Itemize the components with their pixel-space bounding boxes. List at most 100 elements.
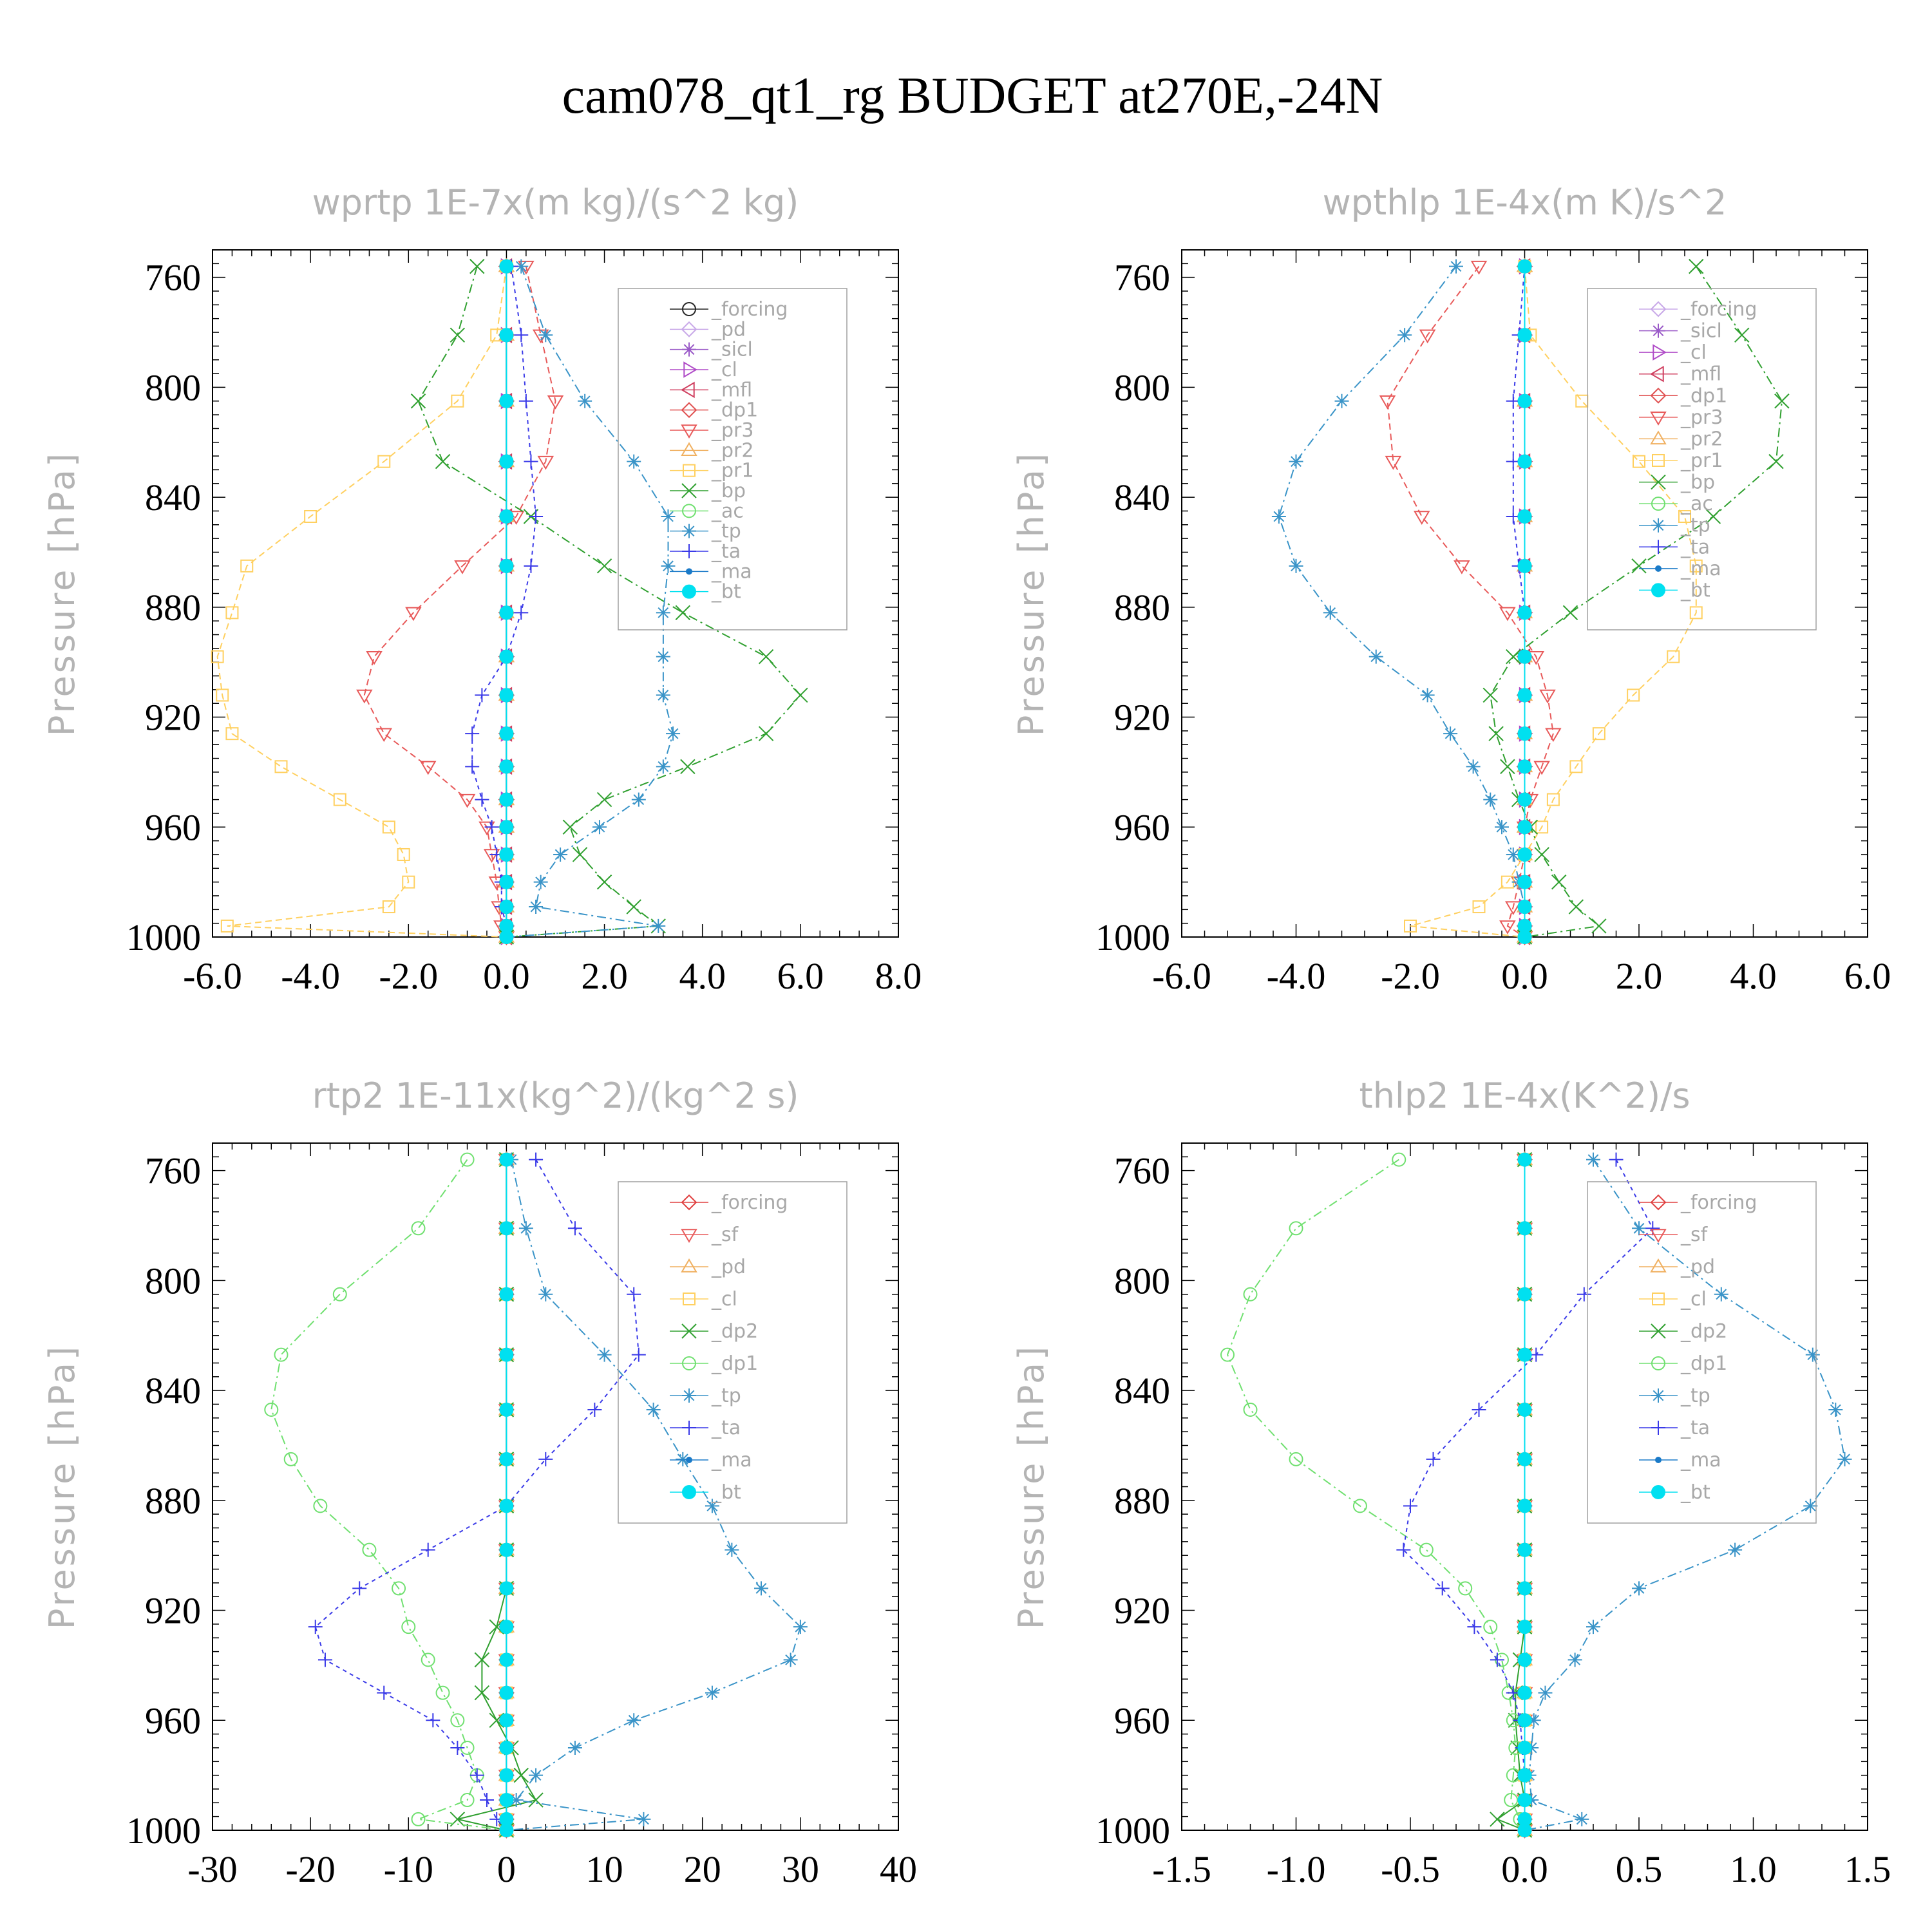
legend-entry: _ma — [1639, 558, 1721, 580]
legend-label: _bt — [711, 1481, 741, 1504]
legend-label: _bp — [1680, 471, 1715, 494]
legend-label: _sicl — [711, 339, 753, 361]
minor-ticks — [1181, 249, 1868, 938]
data-point — [627, 1287, 641, 1302]
data-point — [646, 1403, 661, 1417]
legend-swatch-marker — [681, 1258, 697, 1273]
data-point — [1517, 1620, 1532, 1634]
legend-entry: _forcing — [1639, 298, 1757, 321]
legend-entry: _dp1 — [670, 399, 758, 422]
legend-swatch-marker — [1651, 474, 1666, 490]
series-ta — [1506, 259, 1532, 944]
data-point — [474, 1652, 490, 1668]
data-point — [1551, 874, 1567, 890]
data-point — [465, 759, 480, 774]
legend-swatch-marker — [1652, 454, 1665, 467]
data-point — [597, 1347, 612, 1362]
data-point — [366, 650, 383, 665]
data-point — [460, 1152, 475, 1167]
y-tick-label: 1000 — [126, 1810, 201, 1852]
data-point — [465, 726, 480, 741]
data-point — [478, 821, 495, 836]
data-point — [1426, 1452, 1441, 1466]
legend-label: _tp — [1680, 1385, 1710, 1407]
legend-label: _ta — [1680, 536, 1710, 558]
data-point — [680, 759, 696, 775]
data-point — [1482, 687, 1498, 703]
data-point — [1505, 901, 1522, 916]
series-dp1 — [264, 1152, 514, 1837]
data-point — [375, 728, 392, 743]
legend-swatch-marker — [682, 544, 696, 558]
data-point — [553, 847, 568, 862]
data-point — [1483, 1620, 1498, 1634]
legend-swatch-marker — [1650, 387, 1667, 404]
data-point — [596, 558, 612, 574]
data-point — [499, 1542, 514, 1557]
legend-swatch-marker — [681, 1229, 697, 1243]
data-point — [332, 1287, 347, 1302]
data-point — [469, 258, 485, 274]
x-tick-label: 10 — [586, 1848, 623, 1890]
x-tick-label: 4.0 — [1730, 955, 1777, 997]
x-tick-label: 0.0 — [1501, 955, 1548, 997]
data-point — [1517, 1823, 1532, 1837]
legend-entry: _ma — [1639, 1449, 1721, 1472]
data-point — [758, 726, 774, 741]
data-point — [499, 930, 514, 944]
data-point — [1714, 1287, 1728, 1302]
series-line — [1278, 266, 1526, 937]
data-point — [529, 509, 544, 524]
data-point — [499, 847, 514, 862]
legend-box — [618, 1181, 848, 1524]
legend-label: _dp1 — [711, 1352, 758, 1375]
data-point — [499, 759, 514, 774]
data-point — [1517, 259, 1532, 274]
series-tp — [1271, 259, 1532, 944]
y-tick-label: 880 — [1114, 1480, 1170, 1522]
y-tick-label: 840 — [1114, 1370, 1170, 1412]
series-mfl — [1516, 258, 1531, 945]
legend-swatch-marker — [1651, 1356, 1665, 1370]
data-point — [1517, 875, 1532, 889]
data-point — [1538, 1685, 1553, 1700]
x-tick-label: -0.5 — [1381, 1848, 1440, 1890]
data-point — [240, 559, 254, 573]
data-point — [1517, 649, 1532, 664]
data-point — [524, 558, 538, 573]
data-point — [362, 1542, 377, 1557]
data-point — [499, 1347, 514, 1362]
x-tick-label: 0.5 — [1616, 1848, 1663, 1890]
series-bp — [410, 258, 808, 945]
data-point — [474, 1685, 490, 1701]
data-point — [435, 1685, 450, 1700]
data-point — [529, 900, 544, 914]
series-line — [417, 266, 802, 938]
data-point — [537, 455, 554, 470]
y-tick-label: 1000 — [1095, 1810, 1170, 1852]
data-point — [1466, 759, 1481, 774]
data-point — [499, 1499, 514, 1513]
legend-swatch-marker — [682, 584, 696, 599]
data-point — [1569, 760, 1583, 773]
legend-swatch-marker — [682, 1485, 696, 1499]
series-line — [216, 266, 507, 938]
legend-entry: _ta — [1639, 1417, 1710, 1439]
data-point — [499, 1685, 514, 1700]
legend-swatch-marker — [683, 1293, 696, 1305]
series-line — [1387, 266, 1554, 938]
series-ta — [308, 1152, 646, 1837]
legend-label: _sicl — [1680, 320, 1722, 343]
panel-1: wprtp 1E-7x(m kg)/(s^2 kg) Pressure [hPa]… — [42, 182, 922, 997]
data-point — [509, 1793, 524, 1808]
legend-swatch-marker — [681, 1323, 697, 1339]
data-point — [1632, 1581, 1646, 1596]
series-line — [1226, 1159, 1526, 1831]
data-point — [1517, 900, 1532, 914]
data-point — [401, 1620, 416, 1634]
legend-label: _ta — [711, 1417, 741, 1439]
legend-label: _dp2 — [711, 1320, 758, 1343]
legend-entry: _tp — [1639, 1385, 1710, 1407]
x-tick-label: -6.0 — [1152, 955, 1211, 997]
y-tick-label: 960 — [145, 1700, 201, 1741]
